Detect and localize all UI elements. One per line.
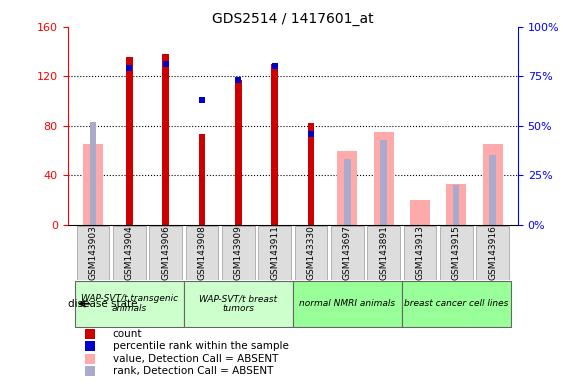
Text: GSM143906: GSM143906 <box>161 225 170 280</box>
FancyBboxPatch shape <box>184 281 293 327</box>
Text: GSM143915: GSM143915 <box>452 225 461 280</box>
Bar <box>337 151 358 225</box>
Text: normal NMRI animals: normal NMRI animals <box>299 299 395 308</box>
FancyBboxPatch shape <box>476 226 509 280</box>
Text: GSM143904: GSM143904 <box>125 225 134 280</box>
Text: rank, Detection Call = ABSENT: rank, Detection Call = ABSENT <box>113 366 273 376</box>
FancyBboxPatch shape <box>294 226 327 280</box>
FancyBboxPatch shape <box>186 226 218 280</box>
Text: count: count <box>113 329 142 339</box>
Bar <box>374 132 394 225</box>
Bar <box>199 134 205 225</box>
Text: GSM143908: GSM143908 <box>198 225 207 280</box>
Bar <box>453 185 459 225</box>
Text: breast cancer cell lines: breast cancer cell lines <box>404 299 508 308</box>
Text: disease state: disease state <box>68 299 138 309</box>
FancyBboxPatch shape <box>367 226 400 280</box>
Text: GSM143909: GSM143909 <box>234 225 243 280</box>
FancyBboxPatch shape <box>77 226 109 280</box>
Bar <box>162 54 169 225</box>
Text: GSM143697: GSM143697 <box>343 225 352 280</box>
Text: WAP-SVT/t transgenic
animals: WAP-SVT/t transgenic animals <box>81 294 178 313</box>
FancyBboxPatch shape <box>402 281 511 327</box>
FancyBboxPatch shape <box>222 226 254 280</box>
Bar <box>126 56 132 225</box>
FancyBboxPatch shape <box>293 281 402 327</box>
Text: percentile rank within the sample: percentile rank within the sample <box>113 341 288 351</box>
FancyBboxPatch shape <box>440 226 472 280</box>
Bar <box>307 123 314 225</box>
FancyBboxPatch shape <box>149 226 182 280</box>
Text: GSM143891: GSM143891 <box>379 225 388 280</box>
Text: WAP-SVT/t breast
tumors: WAP-SVT/t breast tumors <box>199 294 278 313</box>
Bar <box>410 200 430 225</box>
Bar <box>482 144 503 225</box>
Title: GDS2514 / 1417601_at: GDS2514 / 1417601_at <box>212 12 374 26</box>
Bar <box>489 156 496 225</box>
Text: GSM143911: GSM143911 <box>270 225 279 280</box>
Bar <box>90 122 96 225</box>
FancyBboxPatch shape <box>113 226 146 280</box>
Bar <box>344 159 351 225</box>
Bar <box>271 64 278 225</box>
Text: value, Detection Call = ABSENT: value, Detection Call = ABSENT <box>113 354 278 364</box>
Bar <box>380 140 387 225</box>
Text: GSM143916: GSM143916 <box>488 225 497 280</box>
Text: GSM143903: GSM143903 <box>88 225 97 280</box>
FancyBboxPatch shape <box>75 281 184 327</box>
Text: GSM143913: GSM143913 <box>415 225 425 280</box>
Bar <box>83 144 103 225</box>
FancyBboxPatch shape <box>331 226 364 280</box>
Bar <box>446 184 466 225</box>
Text: GSM143330: GSM143330 <box>306 225 315 280</box>
FancyBboxPatch shape <box>404 226 436 280</box>
FancyBboxPatch shape <box>258 226 291 280</box>
Bar <box>235 80 242 225</box>
